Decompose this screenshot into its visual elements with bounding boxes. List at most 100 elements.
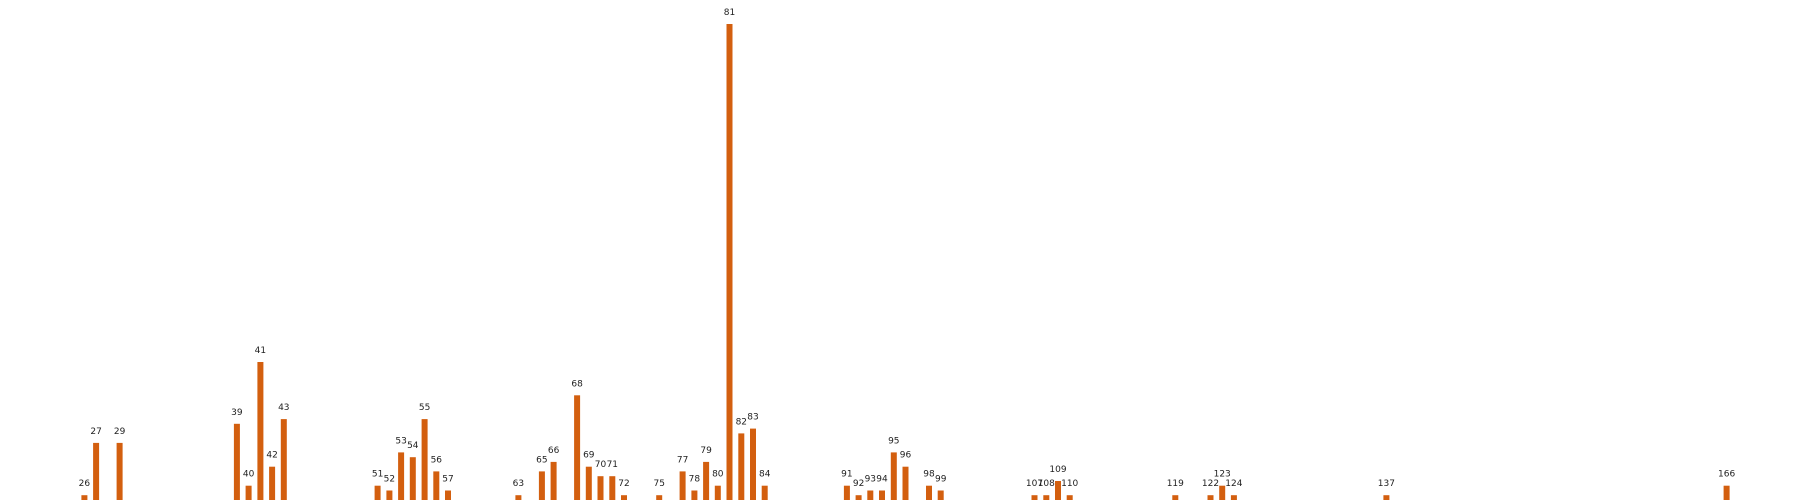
- bar-43: [280, 419, 287, 500]
- bar-label-166: 166: [1718, 470, 1735, 480]
- bar-label-123: 123: [1214, 470, 1231, 480]
- bar-26: [81, 495, 88, 500]
- bar-92: [855, 495, 862, 500]
- bar-label-55: 55: [419, 403, 430, 413]
- bar-label-94: 94: [876, 475, 888, 485]
- bar-83: [750, 428, 756, 500]
- bar-label-43: 43: [278, 403, 289, 413]
- bar-label-77: 77: [677, 455, 688, 465]
- bar-label-122: 122: [1202, 479, 1219, 489]
- bar-label-29: 29: [114, 427, 126, 437]
- bar-label-54: 54: [407, 441, 419, 451]
- bars-group: [81, 24, 1730, 500]
- bar-label-79: 79: [700, 446, 712, 456]
- bar-41: [257, 362, 264, 500]
- bar-98: [926, 485, 932, 500]
- bar-56: [433, 471, 440, 500]
- bar-label-78: 78: [689, 475, 701, 485]
- bar-82: [738, 433, 745, 500]
- bar-label-42: 42: [266, 451, 277, 461]
- bar-107: [1031, 495, 1038, 500]
- bar-119: [1172, 495, 1179, 500]
- bar-label-51: 51: [372, 470, 383, 480]
- bar-label-99: 99: [935, 475, 947, 485]
- bar-79: [703, 461, 710, 500]
- bar-label-66: 66: [548, 446, 560, 456]
- bar-71: [609, 476, 616, 500]
- bar-label-137: 137: [1378, 479, 1395, 489]
- bar-label-83: 83: [747, 413, 758, 423]
- bar-81: [726, 24, 733, 500]
- bar-27: [93, 442, 100, 500]
- bar-label-63: 63: [513, 479, 524, 489]
- bar-label-107: 107: [1026, 479, 1043, 489]
- bar-label-39: 39: [231, 408, 243, 418]
- bar-39: [233, 423, 240, 500]
- bar-80: [714, 485, 721, 500]
- bar-label-69: 69: [583, 451, 595, 461]
- bar-label-56: 56: [431, 455, 443, 465]
- bar-84: [761, 485, 768, 500]
- bar-122: [1207, 495, 1214, 500]
- bar-66: [550, 461, 557, 500]
- bar-54: [409, 457, 416, 500]
- bar-label-93: 93: [865, 475, 876, 485]
- bar-label-70: 70: [595, 460, 607, 470]
- bar-123: [1219, 485, 1226, 500]
- bar-51: [374, 485, 381, 500]
- bar-label-82: 82: [736, 417, 747, 427]
- bar-77: [679, 471, 686, 500]
- bar-label-119: 119: [1167, 479, 1184, 489]
- bar-label-65: 65: [536, 455, 547, 465]
- bar-70: [597, 476, 604, 500]
- bar-110: [1066, 495, 1073, 500]
- bar-93: [867, 490, 874, 500]
- bar-label-98: 98: [923, 470, 935, 480]
- bar-label-108: 108: [1038, 479, 1055, 489]
- bar-label-84: 84: [759, 470, 771, 480]
- bar-108: [1043, 495, 1050, 500]
- bar-65: [538, 471, 545, 500]
- bar-label-109: 109: [1049, 465, 1066, 475]
- bar-91: [843, 485, 850, 500]
- bar-label-80: 80: [712, 470, 724, 480]
- bar-label-75: 75: [653, 479, 664, 489]
- bar-label-95: 95: [888, 436, 899, 446]
- bar-label-52: 52: [384, 475, 395, 485]
- bar-label-91: 91: [841, 470, 852, 480]
- bar-63: [515, 495, 522, 500]
- bar-109: [1055, 481, 1061, 500]
- bar-69: [585, 466, 592, 500]
- bar-label-57: 57: [442, 475, 453, 485]
- bar-label-26: 26: [79, 479, 91, 489]
- bar-99: [937, 490, 944, 500]
- bar-label-53: 53: [395, 436, 406, 446]
- bar-label-96: 96: [900, 451, 912, 461]
- bar-label-41: 41: [255, 346, 266, 356]
- bar-label-81: 81: [724, 8, 735, 18]
- bar-96: [902, 466, 909, 500]
- bar-42: [269, 466, 276, 500]
- bar-78: [691, 490, 698, 500]
- bar-29: [116, 442, 123, 500]
- bar-label-92: 92: [853, 479, 864, 489]
- bar-label-27: 27: [90, 427, 101, 437]
- bar-75: [656, 495, 663, 500]
- bar-94: [879, 490, 885, 500]
- bar-137: [1383, 495, 1390, 500]
- bar-label-110: 110: [1061, 479, 1078, 489]
- bar-55: [421, 419, 428, 500]
- bar-label-124: 124: [1225, 479, 1242, 489]
- bar-label-71: 71: [607, 460, 618, 470]
- bar-53: [398, 452, 405, 500]
- bar-68: [574, 395, 581, 500]
- bar-40: [245, 485, 252, 500]
- bar-label-72: 72: [618, 479, 629, 489]
- bar-95: [890, 452, 897, 500]
- bar-72: [621, 495, 627, 500]
- bar-label-40: 40: [243, 470, 255, 480]
- bar-label-68: 68: [571, 379, 583, 389]
- bar-52: [386, 490, 393, 500]
